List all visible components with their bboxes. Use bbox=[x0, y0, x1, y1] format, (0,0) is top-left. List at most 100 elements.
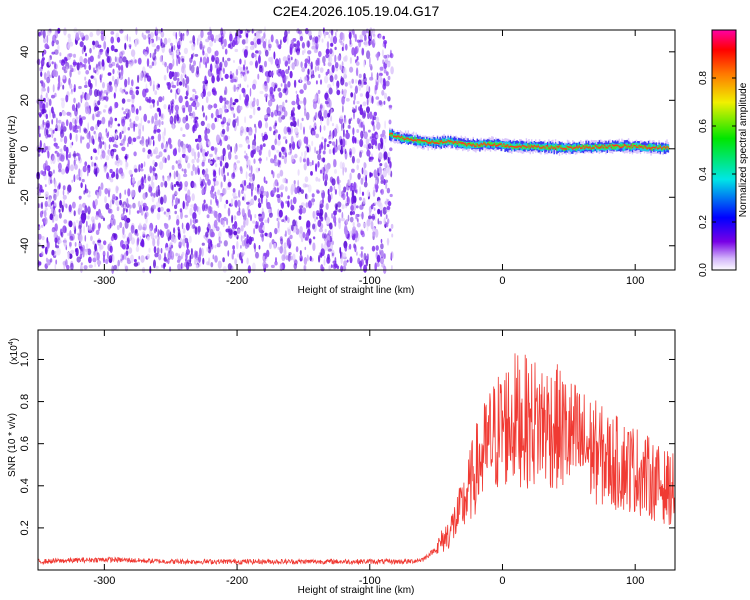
spectrogram-point bbox=[315, 80, 318, 85]
spectrogram-point bbox=[150, 40, 153, 45]
spectrogram-point bbox=[55, 145, 60, 149]
spectrogram-point bbox=[376, 52, 379, 61]
spectrogram-point bbox=[363, 144, 368, 149]
spectrogram-point bbox=[326, 143, 330, 148]
spectrogram-point bbox=[69, 121, 73, 131]
spectrogram-point bbox=[66, 264, 70, 270]
colorbar-strip bbox=[712, 71, 736, 73]
spectrogram-point bbox=[227, 172, 229, 177]
spectrogram-point bbox=[147, 174, 150, 181]
spectrogram-point bbox=[289, 47, 293, 55]
spectrogram-point bbox=[330, 108, 333, 113]
spectrogram-point bbox=[152, 52, 155, 58]
spectrogram-point bbox=[108, 120, 110, 128]
colorbar-strip bbox=[712, 109, 736, 111]
spectrogram-point bbox=[165, 247, 170, 251]
spectrogram-point bbox=[255, 50, 259, 54]
spectrogram-point bbox=[57, 119, 62, 124]
spectrogram-point bbox=[67, 33, 71, 39]
spectrogram-point bbox=[355, 67, 359, 77]
spectrogram-point bbox=[168, 216, 170, 221]
spectrogram-point bbox=[65, 66, 68, 72]
spectrogram-point bbox=[363, 131, 368, 140]
spectrogram-point bbox=[267, 217, 270, 224]
spectrogram-point bbox=[184, 155, 189, 161]
spectrogram-point bbox=[51, 155, 56, 165]
spectrogram-point bbox=[82, 165, 87, 173]
spectrogram-point bbox=[312, 101, 317, 110]
spectrogram-point bbox=[94, 112, 99, 117]
spectrogram-point bbox=[285, 255, 289, 261]
spectrogram-point bbox=[224, 90, 226, 95]
colorbar-strip bbox=[712, 52, 736, 54]
spectrogram-point bbox=[306, 254, 309, 262]
spectrogram-point bbox=[104, 161, 108, 166]
spectrogram-point bbox=[204, 185, 207, 192]
spectrogram-point bbox=[246, 257, 249, 265]
spectrogram-point bbox=[195, 138, 198, 143]
spectrogram-point bbox=[195, 101, 200, 108]
spectrogram-point bbox=[249, 60, 254, 66]
colorbar-tick-label: 0.0 bbox=[698, 263, 709, 277]
spectrogram-point bbox=[380, 209, 383, 217]
spectrogram-point bbox=[279, 169, 284, 177]
colorbar-strip bbox=[712, 268, 736, 270]
colorbar-strip bbox=[712, 168, 736, 170]
spectrogram-point bbox=[371, 213, 376, 221]
spectrogram-point bbox=[391, 265, 393, 270]
spectrogram-point bbox=[88, 190, 91, 195]
spectrogram-point bbox=[324, 92, 329, 101]
spectrogram-point bbox=[344, 224, 348, 231]
spectrogram-point bbox=[125, 113, 128, 119]
spectrogram-point bbox=[343, 67, 347, 76]
colorbar-strip bbox=[712, 191, 736, 193]
colorbar-strip bbox=[712, 172, 736, 174]
spectrogram-point bbox=[356, 188, 358, 195]
colorbar-strip bbox=[712, 92, 736, 94]
colorbar-strip bbox=[712, 32, 736, 34]
spectrogram-point bbox=[312, 210, 315, 219]
spectrogram-point bbox=[224, 135, 229, 142]
spectrogram-point bbox=[87, 194, 91, 198]
spectrogram-point bbox=[135, 115, 139, 122]
spectrogram-point bbox=[291, 100, 296, 106]
spectrogram-point bbox=[287, 195, 290, 200]
colorbar-strip bbox=[712, 212, 736, 214]
spectrogram-point bbox=[340, 265, 344, 273]
spectrogram-point bbox=[56, 152, 60, 157]
spectrogram-point bbox=[382, 35, 386, 40]
spectrogram-point bbox=[356, 222, 361, 228]
spectrogram-point bbox=[356, 100, 360, 105]
spectrogram-point bbox=[361, 191, 365, 196]
spectrogram-point bbox=[254, 123, 256, 128]
spectrogram-point bbox=[333, 210, 337, 216]
spectrogram-point bbox=[328, 34, 331, 39]
spectrogram-point bbox=[272, 187, 276, 194]
spectrogram-point bbox=[196, 66, 200, 75]
spectrogram-point bbox=[145, 139, 149, 148]
spectrogram-point bbox=[180, 210, 183, 220]
spectrogram-point bbox=[39, 80, 44, 84]
spectrogram-point bbox=[96, 106, 100, 111]
spectrogram-point bbox=[167, 81, 171, 90]
spectrogram-point bbox=[240, 73, 243, 79]
spectrogram-point bbox=[145, 88, 149, 93]
spectrogram-point bbox=[136, 232, 139, 237]
spectrogram-point bbox=[52, 34, 57, 44]
spectrogram-point bbox=[182, 227, 186, 234]
spectrogram-point bbox=[77, 70, 81, 75]
spectrogram-point bbox=[215, 64, 219, 69]
spectrogram-point bbox=[55, 259, 58, 265]
spectrogram-point bbox=[305, 111, 310, 121]
spectrogram-point bbox=[107, 208, 111, 214]
spectrogram-point bbox=[247, 209, 251, 218]
spectrogram-point bbox=[377, 172, 380, 177]
spectrogram-point bbox=[266, 156, 268, 161]
spectrogram-point bbox=[191, 158, 195, 164]
spectrogram-point bbox=[333, 158, 335, 168]
spectrogram-point bbox=[78, 242, 82, 247]
spectrogram-point bbox=[76, 152, 79, 157]
spectrogram-point bbox=[69, 235, 74, 241]
spectrogram-point bbox=[194, 227, 198, 235]
colorbar-strip bbox=[712, 169, 736, 171]
